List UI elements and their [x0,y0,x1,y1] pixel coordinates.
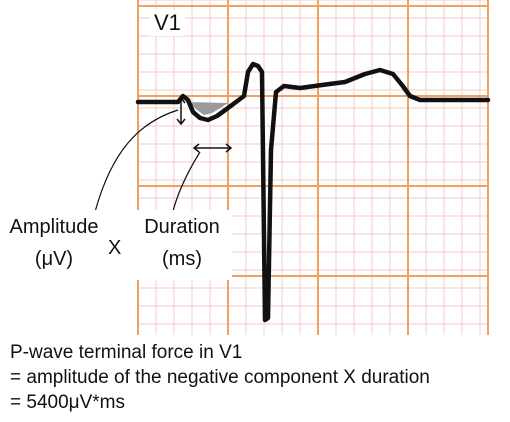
lead-label: V1 [150,10,185,36]
negative-p-component-shading [186,102,228,115]
formula-line-3: = 5400μV*ms [10,392,125,413]
formula-line-1: P-wave terminal force in V1 [10,342,243,363]
ecg-major-grid [137,0,489,335]
formula-line-2: = amplitude of the negative component X … [10,367,430,388]
amplitude-leader-line [94,109,179,213]
multiply-sign: X [108,237,122,259]
amplitude-label-line1: Amplitude [9,216,99,238]
amplitude-label-line2: (μV) [34,248,74,270]
duration-label-line1: Duration [144,216,220,238]
amplitude-arrow [176,96,186,126]
duration-leader-line [171,151,201,216]
formula-text: P-wave terminal force in V1 = amplitude … [10,340,505,415]
ecg-trace [135,61,491,323]
duration-label: Duration (ms) [132,210,232,280]
duration-label-line2: (ms) [162,248,202,270]
duration-arrow [192,143,233,153]
amplitude-label: Amplitude (μV) [0,210,108,280]
